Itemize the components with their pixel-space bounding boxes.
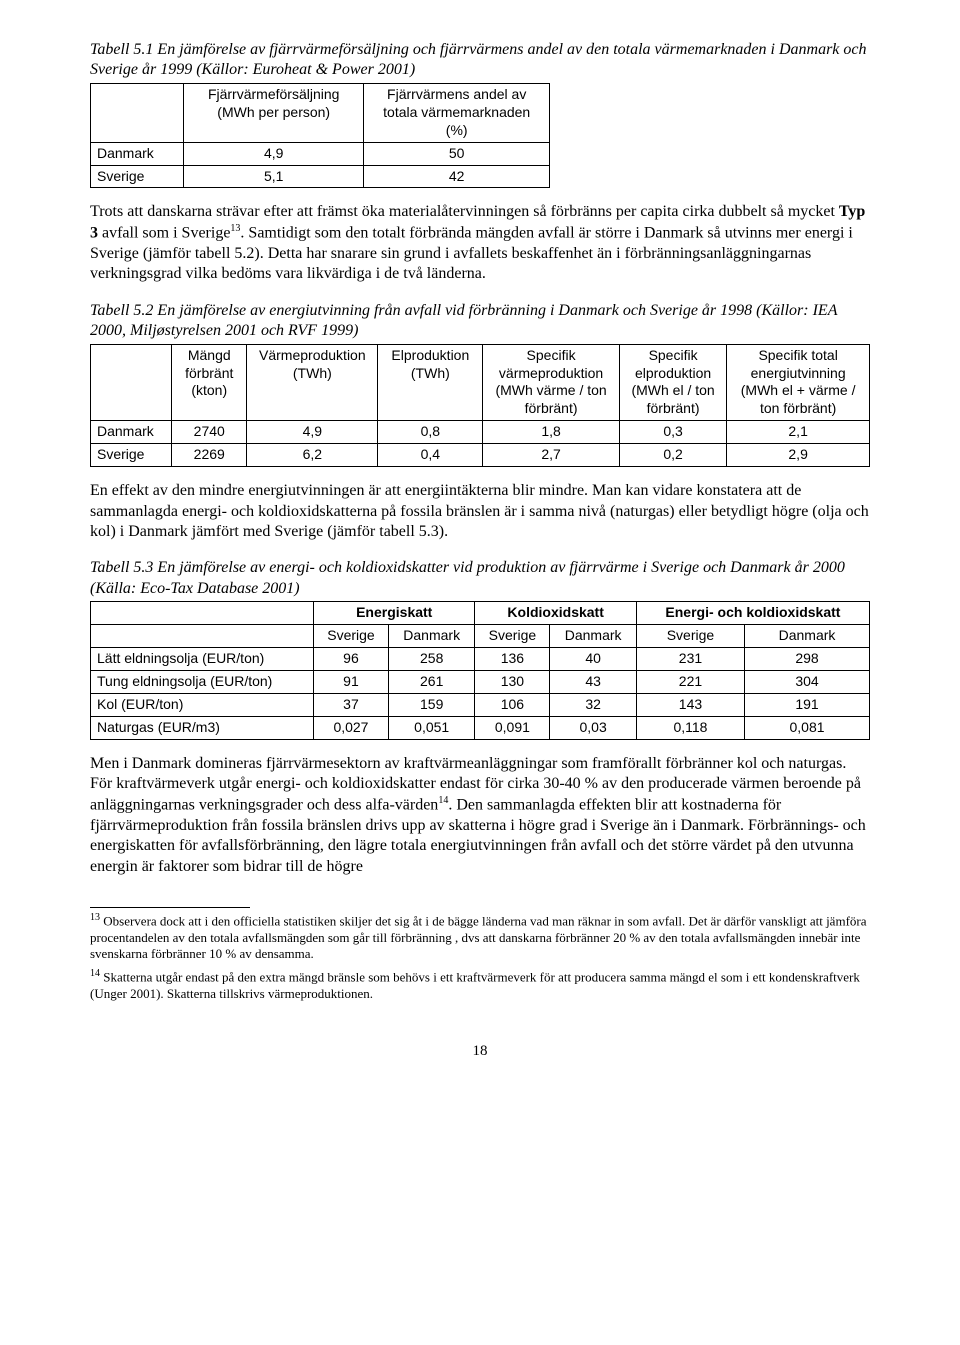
table-row: Sverige 2269 6,2 0,4 2,7 0,2 2,9 xyxy=(91,444,870,467)
t51-r0c0: Danmark xyxy=(91,142,184,165)
t52-r1c5: 0,2 xyxy=(619,444,726,467)
t51-h1: Fjärrvärmeförsäljning (MWh per person) xyxy=(184,83,364,142)
footnote-separator xyxy=(90,907,250,908)
t53-sh5: Sverige xyxy=(636,625,744,648)
t51-r1c0: Sverige xyxy=(91,165,184,188)
t53-sh2: Danmark xyxy=(388,625,475,648)
table-row: Tung eldningsolja (EUR/ton) 91 261 130 4… xyxy=(91,671,870,694)
t53-r2c0: Kol (EUR/ton) xyxy=(91,694,314,717)
t52-r0c2: 4,9 xyxy=(247,421,378,444)
t53-r0c0: Lätt eldningsolja (EUR/ton) xyxy=(91,648,314,671)
table-5-3: Energiskatt Koldioxidskatt Energi- och k… xyxy=(90,601,870,739)
t53-r1c0: Tung eldningsolja (EUR/ton) xyxy=(91,671,314,694)
t53-r0c3: 136 xyxy=(475,648,550,671)
t53-r2c5: 143 xyxy=(636,694,744,717)
t52-h0 xyxy=(91,344,172,421)
t52-r0c1: 2740 xyxy=(172,421,247,444)
t52-r0c5: 0,3 xyxy=(619,421,726,444)
t53-r2c3: 106 xyxy=(475,694,550,717)
t53-r2c4: 32 xyxy=(550,694,637,717)
table-row: Naturgas (EUR/m3) 0,027 0,051 0,091 0,03… xyxy=(91,716,870,739)
t53-r0c5: 231 xyxy=(636,648,744,671)
t53-r0c6: 298 xyxy=(745,648,870,671)
t51-r0c1: 4,9 xyxy=(184,142,364,165)
t52-h5: Specifik elproduktion (MWh el / ton förb… xyxy=(619,344,726,421)
t53-sh6: Danmark xyxy=(745,625,870,648)
t53-r3c2: 0,051 xyxy=(388,716,475,739)
page-number: 18 xyxy=(90,1042,870,1061)
t51-r0c2: 50 xyxy=(364,142,550,165)
t53-r3c5: 0,118 xyxy=(636,716,744,739)
fn14-num: 14 xyxy=(90,968,100,979)
t53-r2c1: 37 xyxy=(314,694,389,717)
t52-r1c2: 6,2 xyxy=(247,444,378,467)
body-para-1: Trots att danskarna strävar efter att fr… xyxy=(90,202,870,284)
fn14-text: Skatterna utgår endast på den extra mäng… xyxy=(90,969,860,1000)
t52-r0c3: 0,8 xyxy=(378,421,483,444)
t53-r1c2: 261 xyxy=(388,671,475,694)
t53-r1c6: 304 xyxy=(745,671,870,694)
footnote-13: 13 Observera dock att i den officiella s… xyxy=(90,912,870,962)
t53-gh3: Energi- och koldioxidskatt xyxy=(636,602,869,625)
t52-r1c6: 2,9 xyxy=(727,444,870,467)
t52-h3: Elproduktion (TWh) xyxy=(378,344,483,421)
t52-h4: Specifik värmeproduktion (MWh värme / to… xyxy=(483,344,620,421)
table-5-2-caption: Tabell 5.2 En jämförelse av energiutvinn… xyxy=(90,301,870,342)
t53-r0c4: 40 xyxy=(550,648,637,671)
table-row: Sverige 5,1 42 xyxy=(91,165,550,188)
p1-b: avfall som i Sverige xyxy=(98,224,230,241)
t52-h2: Värmeproduktion (TWh) xyxy=(247,344,378,421)
table-5-3-caption: Tabell 5.3 En jämförelse av energi- och … xyxy=(90,558,870,599)
fn13-text: Observera dock att i den officiella stat… xyxy=(90,913,867,961)
body-para-3: Men i Danmark domineras fjärrvärmesektor… xyxy=(90,754,870,877)
table-row: Danmark 2740 4,9 0,8 1,8 0,3 2,1 xyxy=(91,421,870,444)
t51-h2: Fjärrvärmens andel av totala värmemarkna… xyxy=(364,83,550,142)
p1-sup: 13 xyxy=(230,223,240,234)
t53-r0c1: 96 xyxy=(314,648,389,671)
t53-r3c1: 0,027 xyxy=(314,716,389,739)
t53-r3c4: 0,03 xyxy=(550,716,637,739)
p3-sup: 14 xyxy=(438,795,448,806)
t52-r0c0: Danmark xyxy=(91,421,172,444)
t53-r2c6: 191 xyxy=(745,694,870,717)
table-row: Danmark 4,9 50 xyxy=(91,142,550,165)
t53-sh4: Danmark xyxy=(550,625,637,648)
t53-gh1: Energiskatt xyxy=(314,602,475,625)
t53-r3c6: 0,081 xyxy=(745,716,870,739)
p1-a: Trots att danskarna strävar efter att fr… xyxy=(90,203,839,220)
t53-r1c3: 130 xyxy=(475,671,550,694)
t53-r0c2: 258 xyxy=(388,648,475,671)
t53-sh3: Sverige xyxy=(475,625,550,648)
table-5-1: Fjärrvärmeförsäljning (MWh per person) F… xyxy=(90,83,550,189)
t51-r1c2: 42 xyxy=(364,165,550,188)
fn13-num: 13 xyxy=(90,912,100,923)
t53-r3c3: 0,091 xyxy=(475,716,550,739)
t52-r0c6: 2,1 xyxy=(727,421,870,444)
t51-r1c1: 5,1 xyxy=(184,165,364,188)
t53-r2c2: 159 xyxy=(388,694,475,717)
table-5-1-caption: Tabell 5.1 En jämförelse av fjärrvärmefö… xyxy=(90,40,870,81)
t53-gh0 xyxy=(91,602,314,625)
t53-r3c0: Naturgas (EUR/m3) xyxy=(91,716,314,739)
t53-sh1: Sverige xyxy=(314,625,389,648)
t52-r1c0: Sverige xyxy=(91,444,172,467)
footnote-14: 14 Skatterna utgår endast på den extra m… xyxy=(90,968,870,1002)
t52-r1c1: 2269 xyxy=(172,444,247,467)
t52-h1: Mängd förbränt (kton) xyxy=(172,344,247,421)
t52-r0c4: 1,8 xyxy=(483,421,620,444)
t53-r1c5: 221 xyxy=(636,671,744,694)
table-5-2: Mängd förbränt (kton) Värmeproduktion (T… xyxy=(90,344,870,467)
t53-sh0 xyxy=(91,625,314,648)
t51-h0 xyxy=(91,83,184,142)
t53-r1c1: 91 xyxy=(314,671,389,694)
t52-r1c3: 0,4 xyxy=(378,444,483,467)
t53-gh2: Koldioxidskatt xyxy=(475,602,636,625)
t52-r1c4: 2,7 xyxy=(483,444,620,467)
body-para-2: En effekt av den mindre energiutvinninge… xyxy=(90,481,870,542)
table-row: Kol (EUR/ton) 37 159 106 32 143 191 xyxy=(91,694,870,717)
t52-h6: Specifik total energiutvinning (MWh el +… xyxy=(727,344,870,421)
table-row: Lätt eldningsolja (EUR/ton) 96 258 136 4… xyxy=(91,648,870,671)
t53-r1c4: 43 xyxy=(550,671,637,694)
